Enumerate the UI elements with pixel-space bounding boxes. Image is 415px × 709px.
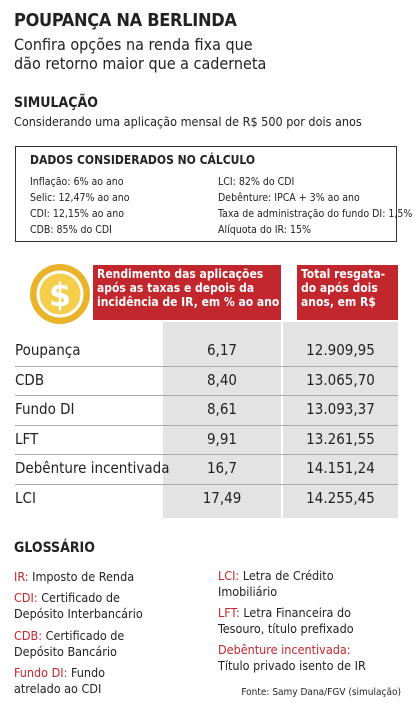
glossary-term: Debênture incentivada: (218, 642, 351, 657)
glossary-definition: Certificado de (45, 628, 125, 643)
glossary-term: LFT: (218, 605, 240, 620)
assumption: Alíquota do IR: 15% (218, 224, 311, 236)
subtitle: dão retorno maior que a caderneta (14, 54, 267, 73)
header-line: do após dois (301, 281, 378, 295)
assumption: LCI: 82% do CDI (218, 176, 295, 188)
row-label: LFT (15, 429, 39, 448)
column-bg (283, 322, 398, 518)
total-value: 12.909,95 (306, 341, 375, 359)
header-line: Total resgata- (301, 267, 386, 281)
total-value: 13.093,37 (306, 400, 375, 418)
assumption: Selic: 12,47% ao ano (30, 192, 130, 204)
total-value: 14.255,45 (306, 488, 375, 507)
glossary-term: Fundo DI: (14, 665, 68, 680)
assumption: Taxa de administração do fundo DI: 1,5% (218, 208, 413, 220)
section-title: GLOSSÁRIO (14, 540, 95, 556)
glossary-item: Fundo DI: Fundo atrelado ao CDI (14, 665, 204, 697)
glossary-term: CDI: (14, 590, 38, 605)
glossary-term: LCI: (218, 568, 240, 583)
assumption: Inflação: 6% ao ano (30, 176, 124, 188)
glossary-definition: Imposto de Renda (32, 569, 135, 584)
glossary-definition: Letra Financeira do (243, 605, 351, 620)
row-label: LCI (15, 488, 36, 507)
header-line: anos, em R$ (301, 295, 376, 309)
coin-icon: $ (30, 264, 90, 324)
assumption: Debênture: IPCA + 3% ao ano (218, 192, 360, 204)
glossary-item: CDB: Certificado de Depósito Bancário (14, 628, 204, 660)
glossary-item: LCI: Letra de Crédito Imobiliário (218, 568, 403, 600)
header-line: incidência de IR, em % ao ano (97, 295, 280, 309)
title: POUPANÇA NA BERLINDA (14, 10, 237, 31)
row-label: CDB (15, 370, 45, 389)
assumptions-title: DADOS CONSIDERADOS NO CÁLCULO (30, 153, 256, 167)
simulation-text: Considerando uma aplicação mensal de R$ … (14, 114, 362, 129)
rate-value: 8,40 (206, 370, 238, 389)
row-divider (15, 365, 398, 367)
column-bg (163, 322, 281, 518)
section-title: SIMULAÇÃO (14, 95, 98, 111)
rate-value: 16,7 (206, 459, 238, 477)
glossary-definition: Fundo (70, 665, 106, 680)
glossary-definition: Depósito Interbancário (14, 606, 143, 621)
glossary-definition: atrelado ao CDI (14, 681, 102, 696)
row-divider (15, 424, 398, 426)
glossary-item: CDI: Certificado de Depósito Interbancári… (14, 590, 204, 622)
row-divider (15, 454, 398, 455)
total-value: 14.151,24 (306, 459, 375, 477)
header-line: Rendimento das aplicações (97, 267, 264, 281)
rate-value: 17,49 (202, 488, 242, 507)
total-value: 13.065,70 (306, 370, 375, 389)
rate-value: 6,17 (206, 341, 238, 359)
glossary-definition: Depósito Bancário (14, 644, 117, 659)
source: Fonte: Samy Dana/FGV (simulação) (241, 687, 401, 698)
subtitle: Confira opções na renda fixa que (14, 35, 253, 54)
glossary-definition: Título privado isento de IR (218, 658, 366, 673)
glossary-definition: Imobiliário (218, 584, 278, 599)
row-label: Debênture incentivada (15, 459, 170, 477)
assumption: CDI: 12,15% ao ano (30, 208, 124, 220)
glossary-definition: Letra de Crédito (242, 568, 334, 583)
rate-value: 9,91 (206, 429, 238, 448)
glossary-term: IR: (14, 569, 29, 584)
glossary-definition: Certificado de (41, 590, 120, 605)
column-header: Rendimento das aplicações após as taxas e… (93, 265, 281, 320)
header-line: após as taxas e depois da (97, 281, 255, 295)
svg-text:$: $ (49, 276, 71, 314)
rate-value: 8,61 (206, 400, 238, 418)
assumption: CDB: 85% do CDI (30, 224, 112, 236)
glossary-item: Debênture incentivada: Título privado is… (218, 642, 403, 674)
row-label: Fundo DI (15, 400, 75, 418)
row-divider (15, 483, 398, 485)
row-divider (15, 395, 398, 396)
row-label: Poupança (15, 341, 81, 359)
glossary-term: CDB: (14, 628, 43, 643)
glossary-item: LFT: Letra Financeira do Tesouro, título … (218, 605, 403, 637)
column-header: Total resgata-do após dois anos, em R$ (297, 265, 398, 320)
glossary-definition: Tesouro, título prefixado (218, 621, 354, 636)
assumptions-box (15, 146, 397, 242)
total-value: 13.261,55 (306, 429, 375, 448)
glossary-item: IR: Imposto de Renda (14, 569, 204, 585)
